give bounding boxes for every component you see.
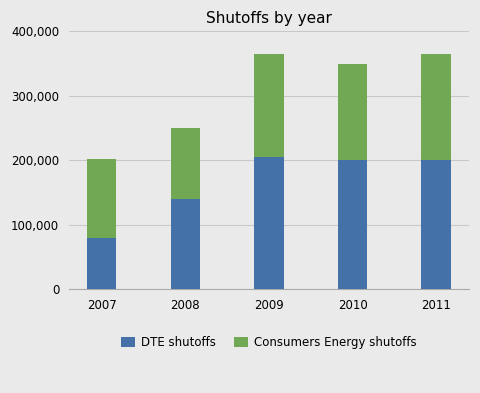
Bar	[87, 159, 116, 238]
Bar	[338, 160, 367, 289]
Bar	[171, 128, 200, 199]
Bar	[87, 238, 116, 289]
Bar	[421, 54, 451, 160]
Bar	[254, 54, 284, 157]
Bar	[171, 199, 200, 289]
Bar	[338, 64, 367, 160]
Bar	[421, 160, 451, 289]
Title: Shutoffs by year: Shutoffs by year	[206, 11, 332, 26]
Bar	[254, 157, 284, 289]
Legend: DTE shutoffs, Consumers Energy shutoffs: DTE shutoffs, Consumers Energy shutoffs	[119, 334, 419, 352]
